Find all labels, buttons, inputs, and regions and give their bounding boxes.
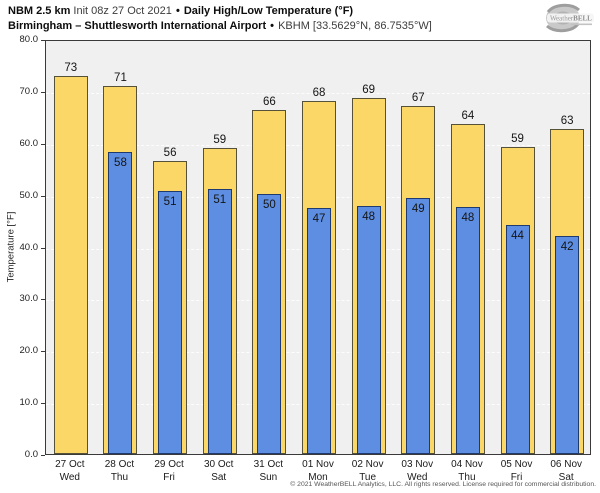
x-tick-day: Sat (211, 472, 227, 483)
x-tick-label: 30 Oct Sat (191, 458, 247, 484)
y-tick-mark (41, 247, 45, 249)
x-tick-date: 02 Nov (351, 459, 384, 470)
x-tick-date: 29 Oct (154, 459, 184, 470)
x-tick-date: 01 Nov (302, 459, 334, 470)
y-tick-label: 20.0 (19, 345, 39, 357)
x-tick-date: 31 Oct (253, 459, 284, 470)
x-tick-day: Wed (59, 472, 80, 483)
x-tick-date: 04 Nov (451, 459, 483, 470)
y-tick-mark (41, 455, 45, 456)
y-tick-label: 70.0 (19, 85, 39, 97)
y-tick-mark (41, 143, 45, 145)
y-tick-mark (41, 299, 45, 301)
model-name: NBM 2.5 km (8, 5, 71, 17)
low-temp-value: 50 (262, 198, 276, 211)
low-temp-bar (406, 198, 431, 454)
low-temp-value: 47 (312, 212, 326, 225)
y-tick-label: 80.0 (19, 34, 39, 45)
hurricane-swirl-icon: WeatherBELL (546, 3, 594, 33)
x-tick-label: 29 Oct Fri (141, 458, 197, 484)
low-temp-value: 51 (213, 193, 227, 206)
weatherbell-logo: WeatherBELL (540, 2, 596, 34)
high-temp-value: 73 (64, 61, 78, 74)
x-tick-day: Thu (110, 472, 129, 483)
x-tick-label: 27 Oct Wed (42, 458, 98, 484)
product-name: Daily High/Low Temperature (°F) (183, 5, 354, 17)
chart-header: NBM 2.5 km Init 08z 27 Oct 2021 • Daily … (8, 4, 432, 34)
y-tick-mark (41, 40, 45, 41)
low-temp-value: 44 (511, 230, 524, 243)
svg-text:WeatherBELL: WeatherBELL (550, 15, 592, 23)
x-tick-day: Fri (163, 472, 175, 483)
high-temp-value: 68 (312, 86, 326, 99)
low-temp-bar (455, 206, 480, 454)
chart-title-line2: Birmingham – Shuttlesworth International… (8, 19, 432, 34)
low-temp-value: 49 (411, 203, 425, 216)
high-temp-value: 63 (560, 114, 574, 127)
high-temp-value: 66 (262, 96, 276, 109)
low-temp-value: 42 (560, 240, 574, 253)
low-temp-bar (505, 225, 530, 454)
low-temp-bar (307, 207, 331, 454)
y-tick-label: 10.0 (19, 397, 39, 409)
x-tick-day: Sun (259, 472, 278, 483)
y-tick-label: 0.0 (24, 449, 38, 460)
low-temp-value: 58 (114, 156, 127, 169)
high-temp-value: 59 (213, 133, 227, 146)
station-coordinates: KBHM [33.5629°N, 86.7535°W] (278, 20, 432, 32)
plot-area: 73 71 58 56 51 59 51 66 50 68 47 69 48 67 49 64 48 59 44 63… (45, 40, 591, 455)
x-tick-date: 05 Nov (500, 459, 533, 470)
high-temp-value: 69 (362, 84, 376, 97)
x-tick-date: 06 Nov (550, 459, 583, 470)
chart-title-line1: NBM 2.5 km Init 08z 27 Oct 2021 • Daily … (8, 4, 432, 19)
low-temp-bar (257, 193, 282, 454)
x-tick-date: 28 Oct (104, 459, 135, 470)
low-temp-value: 48 (362, 210, 376, 223)
y-tick-label: 30.0 (19, 293, 39, 305)
high-temp-value: 67 (411, 92, 425, 105)
low-temp-value: 51 (163, 195, 177, 208)
low-temp-bar (356, 205, 381, 454)
y-tick-mark (41, 195, 45, 197)
y-tick-mark (41, 403, 45, 405)
gridline (46, 92, 590, 94)
low-temp-value: 48 (461, 211, 475, 224)
copyright-text: © 2021 WeatherBELL Analytics, LLC. All r… (290, 481, 596, 488)
high-temp-value: 56 (163, 147, 177, 160)
high-temp-bar (53, 75, 88, 454)
init-time: Init 08z 27 Oct 2021 (73, 5, 172, 17)
y-tick-mark (41, 91, 45, 93)
high-temp-value: 64 (461, 109, 475, 122)
title-separator: • (175, 5, 180, 17)
high-temp-value: 71 (114, 71, 127, 84)
subtitle-separator: • (270, 20, 275, 32)
low-temp-bar (207, 188, 232, 454)
x-tick-date: 27 Oct (55, 459, 85, 470)
x-tick-label: 28 Oct Thu (91, 458, 147, 484)
high-temp-value: 59 (511, 133, 524, 146)
y-tick-label: 60.0 (19, 137, 39, 149)
x-tick-date: 03 Nov (401, 459, 434, 470)
y-tick-mark (41, 351, 45, 353)
y-tick-label: 40.0 (19, 241, 39, 253)
low-temp-bar (555, 235, 580, 454)
low-temp-bar (108, 151, 133, 454)
y-tick-label: 50.0 (19, 189, 39, 201)
low-temp-bar (158, 191, 183, 454)
x-tick-date: 30 Oct (203, 459, 234, 470)
x-tick-label: 31 Oct Sun (240, 458, 296, 484)
station-name: Birmingham – Shuttlesworth International… (8, 20, 267, 32)
y-axis: 0.0 10.0 20.0 30.0 40.0 50.0 60.0 70.0 80.0 (0, 0, 45, 493)
